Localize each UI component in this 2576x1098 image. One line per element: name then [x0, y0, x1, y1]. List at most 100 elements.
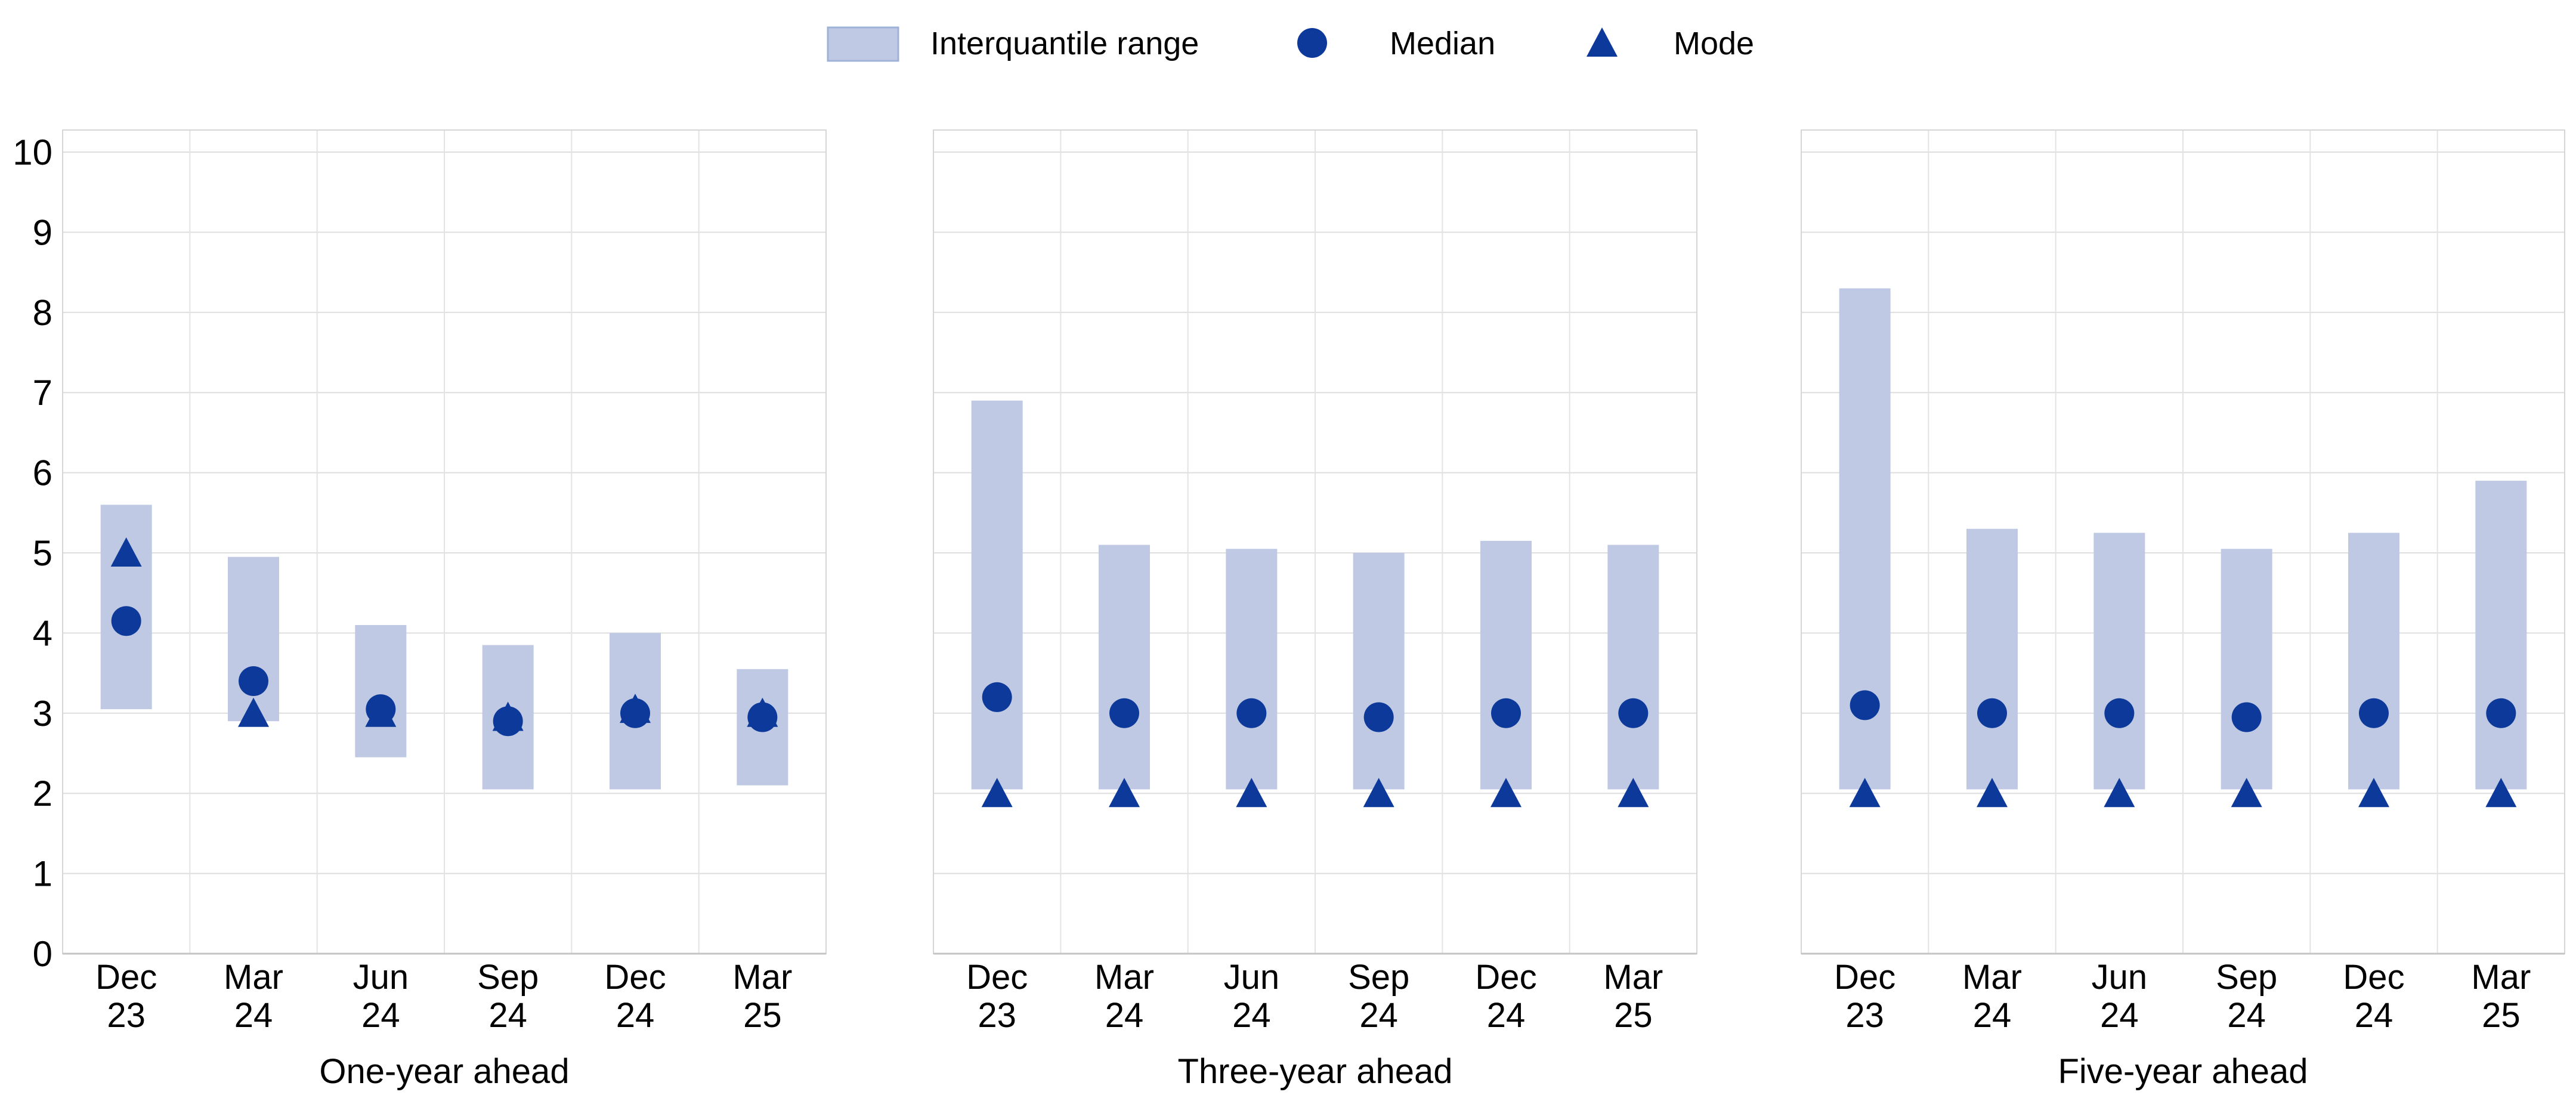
iqr-bar [1099, 545, 1150, 790]
x-tick-label: Mar [1962, 958, 2022, 997]
mode-marker [1490, 778, 1522, 808]
x-tick-label: Sep [1348, 958, 1409, 997]
y-tick-label: 2 [33, 774, 52, 814]
x-tick-label: 24 [1105, 996, 1144, 1035]
iqr-bar [2093, 533, 2145, 790]
x-tick-label: 24 [2100, 996, 2139, 1035]
x-tick-label: 24 [488, 996, 527, 1035]
mode-marker [1109, 778, 1140, 808]
axis-title-five-year-ahead: Five-year ahead [2058, 1052, 2308, 1091]
mode-marker [238, 697, 269, 727]
median-marker [1618, 698, 1649, 728]
iqr-bar [1226, 549, 1278, 790]
iqr-bar [355, 624, 407, 757]
median-marker [2486, 698, 2516, 728]
median-marker [620, 698, 650, 728]
median-marker [1236, 698, 1267, 728]
iqr-bar [971, 400, 1023, 790]
legend-label-median: Median [1390, 26, 1495, 61]
x-tick-label: Dec [604, 958, 666, 997]
median-marker [747, 702, 778, 732]
x-tick-label: Dec [966, 958, 1028, 997]
iqr-bar [1966, 528, 2018, 790]
mode-marker [2358, 778, 2389, 808]
panel-one-year-ahead: Dec23Mar24Jun24Sep24Dec24Mar250123456789… [13, 129, 827, 1091]
x-tick-label: Mar [224, 958, 283, 997]
mode-marker [1849, 778, 1881, 808]
iqr-bar [1607, 545, 1659, 790]
x-tick-label: 24 [1487, 996, 1526, 1035]
panel-three-year-ahead: Dec23Mar24Jun24Sep24Dec24Mar25Three-year… [933, 129, 1697, 1091]
interquantile-range-swatch-icon [827, 26, 899, 62]
y-tick-label: 0 [33, 934, 52, 974]
x-tick-label: 24 [616, 996, 655, 1035]
x-tick-label: Jun [1224, 958, 1280, 997]
iqr-bar [1480, 540, 1532, 790]
y-tick-label: 5 [33, 533, 52, 573]
x-tick-label: 24 [1359, 996, 1398, 1035]
x-tick-label: Dec [2343, 958, 2404, 997]
x-tick-label: Sep [2216, 958, 2277, 997]
x-tick-label: Mar [1603, 958, 1663, 997]
x-tick-label: Jun [353, 958, 409, 997]
x-tick-label: 23 [978, 996, 1016, 1035]
y-tick-label: 4 [33, 613, 52, 653]
y-tick-label: 1 [33, 854, 52, 894]
iqr-bar [1353, 553, 1405, 790]
median-circle-icon [1297, 28, 1327, 58]
mode-marker [1977, 778, 2008, 808]
x-tick-label: Jun [2092, 958, 2148, 997]
median-marker [1977, 698, 2007, 728]
mode-marker [1363, 778, 1394, 808]
legend: Interquantile range Median Mode [827, 26, 1754, 62]
median-marker [1363, 702, 1394, 732]
panels: Dec23Mar24Jun24Sep24Dec24Mar250123456789… [13, 129, 2565, 1091]
x-tick-label: Mar [2471, 958, 2531, 997]
mode-marker [1618, 778, 1649, 808]
mode-marker [110, 537, 142, 567]
y-tick-label: 10 [13, 132, 52, 172]
x-tick-label: Dec [95, 958, 157, 997]
median-marker [111, 606, 141, 636]
median-marker [239, 666, 268, 697]
mode-marker [1236, 778, 1267, 808]
iqr-bar [2348, 533, 2399, 790]
axis-title-one-year-ahead: One-year ahead [319, 1052, 569, 1091]
x-tick-label: 24 [234, 996, 273, 1035]
x-tick-label: Sep [477, 958, 539, 997]
median-marker [493, 706, 523, 737]
x-tick-label: 24 [1232, 996, 1271, 1035]
axis-title-three-year-ahead: Three-year ahead [1177, 1052, 1452, 1091]
x-tick-label: 23 [107, 996, 146, 1035]
median-marker [2359, 698, 2389, 728]
iqr-bar [2475, 481, 2527, 790]
median-marker [1491, 698, 1521, 728]
x-tick-label: Dec [1834, 958, 1895, 997]
panel-five-year-ahead: Dec23Mar24Jun24Sep24Dec24Mar25Five-year … [1801, 129, 2565, 1091]
median-marker [2104, 698, 2135, 728]
x-tick-label: Dec [1475, 958, 1536, 997]
mode-marker [981, 778, 1013, 808]
x-tick-label: 25 [2482, 996, 2521, 1035]
y-tick-label: 9 [33, 212, 52, 252]
y-tick-label: 8 [33, 293, 52, 333]
legend-label-mode: Mode [1674, 26, 1754, 61]
x-tick-label: 24 [2355, 996, 2393, 1035]
x-tick-label: Mar [1094, 958, 1154, 997]
median-marker [982, 682, 1012, 712]
y-tick-label: 7 [33, 373, 52, 413]
median-marker [366, 694, 396, 725]
iqr-bar [2221, 549, 2272, 790]
x-tick-label: 25 [743, 996, 782, 1035]
x-tick-label: 25 [1614, 996, 1653, 1035]
median-marker [1850, 690, 1880, 720]
mode-triangle-icon [1587, 27, 1618, 57]
median-marker [2231, 702, 2262, 732]
mode-marker [2231, 778, 2262, 808]
iqr-bar [228, 556, 279, 722]
x-tick-label: 24 [361, 996, 400, 1035]
x-tick-label: Mar [732, 958, 792, 997]
mode-marker [2104, 778, 2135, 808]
